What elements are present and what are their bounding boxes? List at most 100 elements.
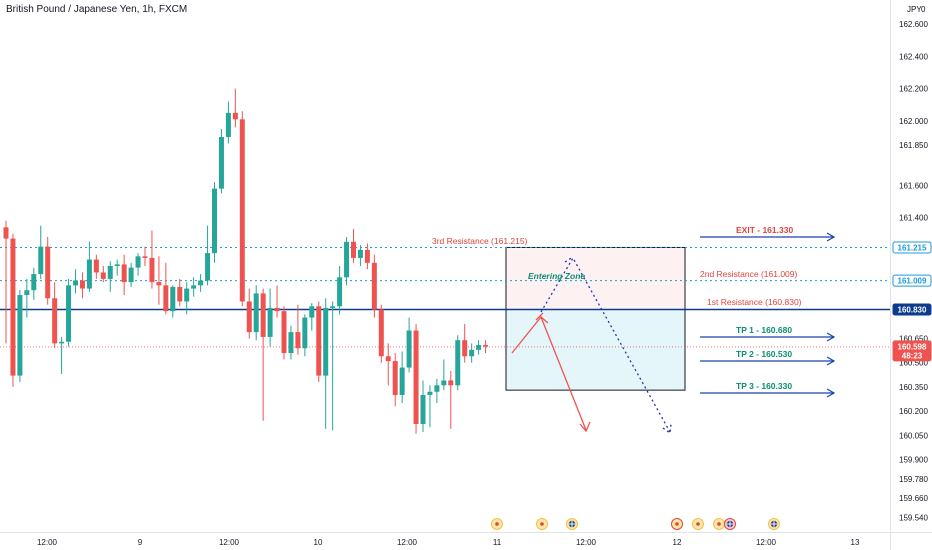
- symbol-title: British Pound / Japanese Yen, 1h, FXCM: [6, 4, 187, 15]
- candle-body: [59, 341, 65, 344]
- event-icon[interactable]: [491, 518, 503, 530]
- candle-body: [253, 293, 259, 333]
- resistance-3-label: 3rd Resistance (161.215): [432, 236, 528, 246]
- zone-layer: [505, 246, 686, 391]
- event-icon[interactable]: [692, 518, 704, 530]
- candle-body: [378, 309, 384, 357]
- projection-path-blue: [540, 256, 671, 433]
- price-tick-label: 160.650: [899, 335, 928, 344]
- candle-body: [107, 266, 113, 279]
- candle-body: [441, 380, 447, 386]
- price-tick-label: 162.400: [899, 52, 928, 61]
- time-tick-label: 13: [851, 538, 860, 547]
- price-tag-box: [892, 303, 932, 316]
- level-layer: [0, 232, 890, 435]
- candle-body: [156, 282, 162, 286]
- candle-body: [448, 380, 454, 386]
- candle-body: [142, 256, 148, 258]
- price-tag-box: [892, 274, 932, 287]
- candle-body: [413, 330, 419, 424]
- price-tag-box: [892, 340, 932, 362]
- candle-body: [191, 285, 197, 289]
- candle-body: [149, 257, 155, 283]
- candle-body: [135, 256, 141, 268]
- candle-body: [198, 280, 204, 286]
- currency-suffix: 0: [921, 5, 926, 14]
- candle-body: [239, 119, 245, 302]
- candle-body: [476, 344, 482, 350]
- candle-body: [163, 285, 169, 312]
- flag-icon[interactable]: [566, 518, 578, 530]
- candle-body: [225, 112, 231, 138]
- candle-body: [17, 295, 23, 376]
- candle-body: [3, 227, 9, 239]
- tp1-label: TP 1 - 160.680: [736, 325, 792, 335]
- candle-body: [316, 306, 322, 376]
- flag-icon[interactable]: [768, 518, 780, 530]
- candle-body: [100, 272, 106, 279]
- price-tick-label: 160.350: [899, 383, 928, 392]
- projection-red-head-down: [579, 421, 591, 433]
- candle-body: [469, 349, 475, 357]
- price-tag-label: 160.598: [898, 342, 927, 351]
- time-tick-label: 11: [493, 538, 502, 547]
- candle-body: [73, 280, 78, 286]
- price-tick-label: 160.050: [899, 431, 928, 440]
- time-tick-label: 12: [673, 538, 682, 547]
- price-tick-label: 162.200: [899, 85, 928, 94]
- candle-body: [385, 356, 391, 362]
- candle-body: [260, 293, 266, 337]
- currency-label: JPY: [907, 5, 922, 14]
- time-tick-label: 9: [138, 538, 143, 547]
- currency-indicator[interactable]: JPY 0: [907, 5, 926, 14]
- candle-body: [434, 385, 440, 392]
- time-tick-label: 12:00: [37, 538, 58, 547]
- tp1-arrow-head: [826, 332, 836, 342]
- event-icon[interactable]: [713, 518, 725, 530]
- event-icons[interactable]: [491, 518, 780, 530]
- candle-body: [483, 344, 489, 347]
- target-zone: [506, 309, 685, 391]
- event-icon[interactable]: [671, 518, 683, 530]
- candle-body: [24, 290, 30, 296]
- candle-body: [344, 241, 350, 278]
- time-tick-label: 12:00: [397, 538, 418, 547]
- candle-body: [302, 317, 308, 349]
- candle-body: [337, 277, 343, 307]
- price-tick-label: 161.600: [899, 181, 928, 190]
- candle-body: [246, 301, 252, 333]
- projection-blue-heads: [564, 256, 672, 435]
- candle-layer: [3, 88, 489, 434]
- event-icon[interactable]: [536, 518, 548, 530]
- candle-body: [31, 274, 37, 291]
- tp2-label: TP 2 - 160.530: [736, 349, 792, 359]
- price-tick-label: 159.540: [899, 513, 928, 522]
- flag-icon[interactable]: [724, 518, 736, 530]
- price-tag-label: 161.215: [898, 243, 927, 252]
- candle-body: [288, 332, 294, 354]
- resistance-2-label: 2nd Resistance (161.009): [700, 269, 798, 279]
- candle-body: [45, 246, 51, 299]
- price-axis[interactable]: 162.600 162.400 162.200 162.000 161.850 161.6…: [899, 20, 928, 522]
- time-tick-label: 12:00: [219, 538, 240, 547]
- candle-body: [184, 288, 190, 302]
- price-tick-label: 159.900: [899, 455, 928, 464]
- candle-body: [267, 307, 273, 337]
- candle-body: [364, 249, 370, 263]
- candle-body: [392, 361, 398, 395]
- entering-zone-label: Entering Zone: [528, 271, 585, 281]
- candle-body: [86, 259, 92, 289]
- candle-body: [93, 259, 99, 273]
- candle-body: [462, 340, 468, 357]
- price-tick-label: 159.780: [899, 475, 928, 484]
- exit-arrow-head: [826, 232, 836, 242]
- time-axis[interactable]: 12:00 9 12:00 10 12:00 11 12:00 12 12:00 13: [37, 538, 860, 547]
- candle-body: [399, 367, 405, 395]
- candle-body: [218, 137, 224, 189]
- candle-body: [177, 286, 183, 302]
- candle-body: [351, 241, 356, 258]
- candle-body: [38, 246, 44, 275]
- tp3-label: TP 3 - 160.330: [736, 381, 792, 391]
- tp3-arrow-head: [826, 388, 836, 398]
